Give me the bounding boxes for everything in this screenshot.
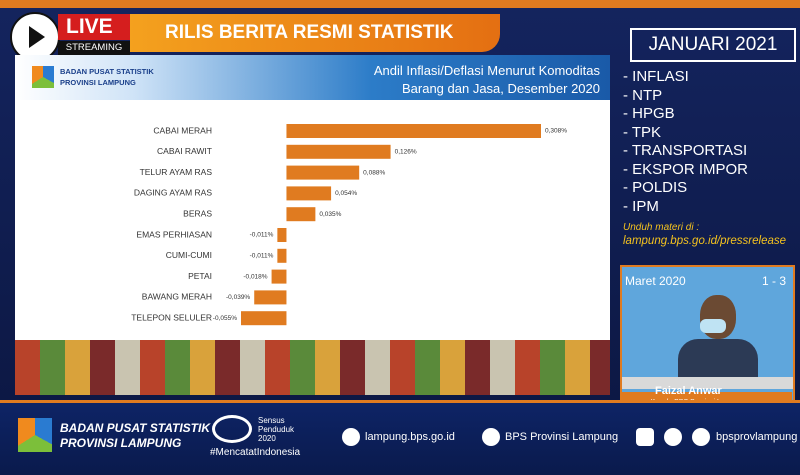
census-3: 2020 [258,434,276,443]
web-icon [342,428,360,446]
topic-item: - TPK [623,123,662,141]
bar [277,248,287,263]
category-label: EMAS PERHIASAN [136,229,212,239]
instagram-icon [636,428,654,446]
bar [286,207,316,222]
value-label: -0,011% [250,232,274,239]
logo-line1: BADAN PUSAT STATISTIK [60,67,154,76]
chart: CABAI MERAH 0,308% CABAI RAWIT 0,126% TELUR … [131,124,567,326]
bar [254,290,287,305]
desk [622,377,793,389]
bar [286,144,391,159]
footer-facebook: BPS Provinsi Lampung [505,431,619,443]
value-label: -0,018% [243,273,267,280]
category-label: PETAI [188,271,212,281]
topic-item: - IPM [623,197,659,215]
value-label: 0,126% [395,149,417,156]
value-label: 0,035% [319,211,341,218]
bar [271,269,287,284]
footer-logo [18,418,52,452]
value-label: 0,054% [335,190,357,197]
month-box: JANUARI 2021 [630,28,796,62]
download-label: Unduh materi di : [623,222,700,233]
category-label: BERAS [183,208,212,218]
bps-logo [32,66,54,88]
category-label: CABAI RAWIT [157,146,212,156]
topic-item: - INFLASI [623,68,689,85]
live-text: LIVE [66,15,113,38]
bar [277,228,287,242]
category-label: CUMI-CUMI [166,250,212,260]
topic-item: - POLDIS [623,179,688,196]
facebook-icon [482,428,500,446]
twitter-icon [664,428,682,446]
download-url: lampung.bps.go.id/pressrelease [623,235,787,247]
topic-item: - EKSPOR IMPOR [623,160,749,178]
bar [286,186,332,201]
footer-social: bpsprovlampung [716,431,798,443]
clip-counter: 1 - 3 [762,274,787,288]
chart-header [15,55,610,100]
header-title: RILIS BERITA RESMI STATISTIK [165,22,454,43]
category-label: DAGING AYAM RAS [134,188,212,198]
value-label: 0,308% [545,128,567,135]
footer-org2: PROVINSI LAMPUNG [60,436,182,450]
census-logo [212,415,252,443]
value-label: -0,011% [250,253,274,260]
chart-subtitle: Barang dan Jasa, Desember 2020 [401,81,600,96]
photo-strip [15,340,610,395]
top-stripe [0,0,800,8]
census-2: Penduduk [258,425,295,434]
bar [286,124,541,138]
value-label: -0,055% [213,315,237,322]
youtube-icon [692,428,710,446]
value-label: 0,088% [363,169,385,176]
title-bar [130,14,500,52]
logo-line2: PROVINSI LAMPUNG [60,78,136,87]
play-icon [10,12,60,62]
bar [286,165,360,180]
hashtag: #MencatatIndonesia [210,447,301,458]
census-1: Sensus [258,416,285,425]
chart-title: Andil Inflasi/Deflasi Menurut Komoditas [373,63,600,78]
streaming-text: STREAMING [58,41,130,55]
topic-item: - HPGB [623,105,675,122]
category-label: BAWANG MERAH [142,292,212,302]
category-label: TELEPON SELULER [131,312,212,322]
mask [700,319,726,333]
category-label: CABAI MERAH [153,125,212,135]
value-label: -0,039% [226,294,250,301]
footer-web: lampung.bps.go.id [365,431,455,443]
topic-item: - NTP [623,86,663,104]
clip-name: Maret 2020 [625,274,686,288]
bar [241,311,287,326]
video-feed [620,265,795,410]
topic-list: - INFLASI - NTP - HPGB - TPK - TRANSPORTASI -… [623,68,748,216]
footer-org1: BADAN PUSAT STATISTIK [60,421,210,435]
speaker-name: Faizal Anwar [655,385,722,397]
topic-item: - TRANSPORTASI [623,142,748,159]
category-label: TELUR AYAM RAS [140,167,213,177]
live-badge [58,14,130,40]
